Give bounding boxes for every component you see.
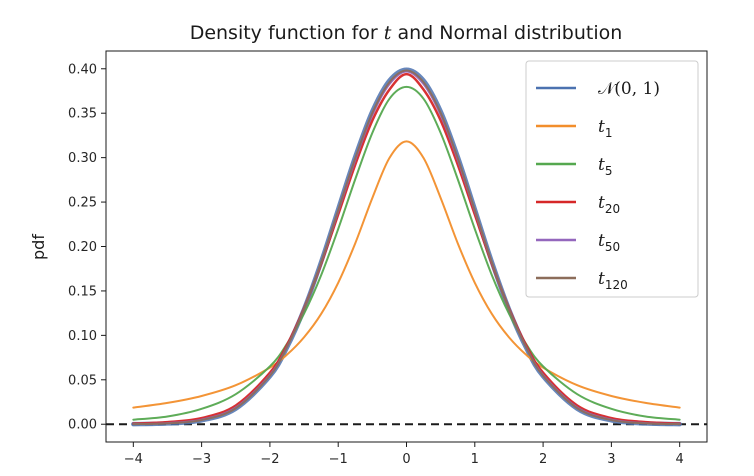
y-tick-label: 0.05: [68, 373, 97, 388]
y-tick-label: 0.30: [68, 151, 97, 166]
x-tick-label: 3: [607, 452, 615, 467]
series-line-2: [132, 85, 681, 421]
x-tick-label: 2: [539, 452, 547, 467]
x-tick-label: 1: [471, 452, 479, 467]
legend-box: [525, 60, 699, 298]
y-tick-label: 0.35: [68, 107, 97, 122]
chart-title: Density function for t and Normal distri…: [190, 22, 623, 44]
x-tick-label: 4: [676, 452, 684, 467]
x-tick-label: −4: [124, 452, 143, 467]
y-tick-label: 0.15: [68, 284, 97, 299]
y-axis-label: pdf: [29, 234, 48, 260]
x-tick-label: −3: [192, 452, 211, 467]
series-line-3: [132, 72, 681, 425]
legend-label-1: t1: [598, 117, 612, 140]
y-tick-label: 0.10: [68, 329, 97, 344]
y-tick-label: 0.00: [68, 418, 97, 433]
series-line-5: [132, 69, 681, 426]
y-tick-label: 0.40: [68, 62, 97, 77]
legend-label-0: 𝒩(0, 1): [598, 79, 660, 99]
legend-label-5: t120: [598, 269, 628, 292]
x-tick-label: −1: [329, 452, 348, 467]
legend-label-4: t50: [598, 231, 620, 254]
legend-label-3: t20: [598, 193, 620, 216]
y-tick-label: 0.25: [68, 196, 97, 211]
x-tick-label: −2: [260, 452, 279, 467]
legend-label-2: t5: [598, 155, 612, 178]
x-tick-label: 0: [402, 452, 410, 467]
y-tick-label: 0.20: [68, 240, 97, 255]
